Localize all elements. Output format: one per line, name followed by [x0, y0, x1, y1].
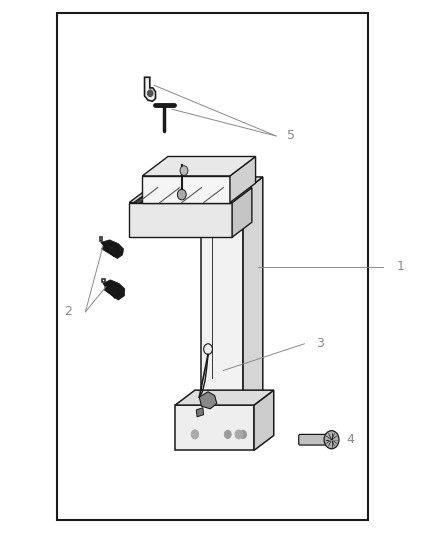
Circle shape: [180, 166, 188, 175]
Polygon shape: [129, 203, 232, 237]
Polygon shape: [142, 176, 230, 203]
Polygon shape: [145, 77, 155, 101]
Polygon shape: [103, 280, 125, 300]
Polygon shape: [196, 408, 204, 417]
Circle shape: [148, 90, 153, 96]
Polygon shape: [142, 157, 256, 176]
Text: 2: 2: [64, 305, 72, 318]
Circle shape: [324, 431, 339, 449]
Circle shape: [177, 189, 186, 200]
Circle shape: [191, 430, 198, 439]
Circle shape: [191, 430, 198, 439]
Polygon shape: [254, 390, 274, 450]
Text: 1: 1: [397, 260, 405, 273]
FancyBboxPatch shape: [299, 434, 328, 445]
Text: 3: 3: [316, 337, 324, 350]
Circle shape: [204, 344, 212, 354]
Circle shape: [240, 430, 247, 439]
Polygon shape: [134, 188, 247, 203]
Circle shape: [235, 430, 242, 439]
Polygon shape: [201, 192, 243, 405]
Circle shape: [224, 430, 231, 439]
Bar: [57, 13, 368, 520]
Polygon shape: [129, 188, 252, 203]
Polygon shape: [201, 177, 263, 192]
Polygon shape: [175, 390, 274, 405]
Polygon shape: [243, 177, 263, 405]
Polygon shape: [232, 188, 252, 237]
Text: 4: 4: [346, 433, 354, 446]
Text: 5: 5: [287, 130, 295, 142]
Polygon shape: [101, 240, 124, 259]
Polygon shape: [199, 392, 217, 409]
Polygon shape: [230, 157, 256, 203]
Polygon shape: [175, 405, 254, 450]
